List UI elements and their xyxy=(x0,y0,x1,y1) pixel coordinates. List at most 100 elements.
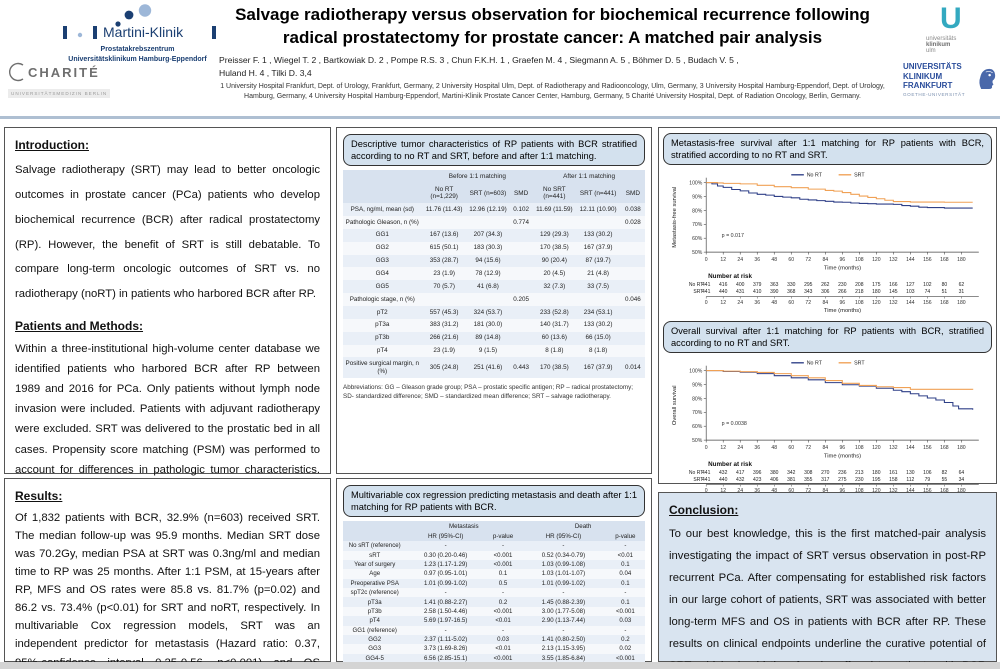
row-label: pT3b xyxy=(375,334,390,342)
table-cell: 2.58 (1.50-4.46) xyxy=(423,607,468,615)
svg-text:108: 108 xyxy=(855,488,864,494)
table-cell: - xyxy=(502,542,505,550)
table-cell: 66 (15.0) xyxy=(585,334,611,342)
svg-text:12: 12 xyxy=(720,300,726,306)
svg-text:158: 158 xyxy=(889,478,898,484)
svg-text:127: 127 xyxy=(906,282,915,288)
table-cell: 615 (50.1) xyxy=(429,244,459,252)
table-cell xyxy=(621,280,645,293)
svg-text:0: 0 xyxy=(705,300,708,306)
svg-text:180: 180 xyxy=(872,289,881,295)
table-cell: 0.1 xyxy=(621,561,630,569)
svg-text:84: 84 xyxy=(822,300,828,306)
table-cell: <0.001 xyxy=(493,654,513,662)
table-cell: <0.001 xyxy=(493,561,513,569)
svg-text:60%: 60% xyxy=(692,424,703,430)
table-row: Year of surgery 1.23 (1.17-1.29) <0.001 1.0… xyxy=(343,559,645,570)
svg-text:96: 96 xyxy=(839,257,845,263)
table-cell: 183 (30.3) xyxy=(473,244,503,252)
svg-text:306: 306 xyxy=(821,289,830,295)
table-row: GG5 70 (5.7) 41 (6.8) 32 (7.3) 33 (7.5) xyxy=(343,280,645,294)
row-label: Age xyxy=(369,570,381,578)
p-value-label: p = 0.0038 xyxy=(722,421,747,427)
km-curve-no-rt xyxy=(706,370,974,411)
table2-group-metastasis: Metastasis xyxy=(406,521,522,532)
number-at-risk-heading: Number at risk xyxy=(708,273,752,280)
table-cell: 94 (15.6) xyxy=(475,257,501,265)
frankfurt-sub: GOETHE-UNIVERSITÄT xyxy=(903,91,966,97)
table-cell: 233 (52.8) xyxy=(540,308,569,316)
svg-text:100%: 100% xyxy=(689,181,703,187)
ulm-line1: universitäts xyxy=(926,36,957,42)
table1-header-row: No RT (n=1,229) SRT (n=603) SMD No SRT (… xyxy=(343,183,645,204)
svg-text:406: 406 xyxy=(770,478,779,484)
svg-text:48: 48 xyxy=(771,488,777,494)
charite-sub: UNIVERSITÄTSMEDIZIN BERLIN xyxy=(8,89,111,98)
table-cell: <0.001 xyxy=(493,551,513,559)
svg-text:432: 432 xyxy=(736,478,745,484)
svg-text:168: 168 xyxy=(940,300,949,306)
table-cell: 0.014 xyxy=(625,363,641,371)
table2-header-row: HR (95%-CI) p-value HR (95%-CI) p-value xyxy=(343,531,645,542)
table-cell: 207 (34.3) xyxy=(473,231,503,239)
svg-text:166: 166 xyxy=(889,282,898,288)
table1-title: Descriptive tumor characteristics of RP … xyxy=(343,134,645,167)
row-label: GG3 xyxy=(375,257,389,265)
svg-text:368: 368 xyxy=(787,289,796,295)
row-label: GG4-5 xyxy=(365,654,384,662)
svg-text:60: 60 xyxy=(788,257,794,263)
svg-text:156: 156 xyxy=(923,488,932,494)
table-cell: <0.001 xyxy=(493,607,513,615)
table-row: pT4 23 (1.9) 9 (1.5) 8 (1.8) 8 (1.8) xyxy=(343,344,645,358)
table1-footnote: Abbreviations: GG – Gleason grade group;… xyxy=(343,384,634,401)
svg-text:275: 275 xyxy=(838,478,847,484)
svg-text:132: 132 xyxy=(889,257,898,263)
svg-text:381: 381 xyxy=(787,478,796,484)
table-cell xyxy=(576,216,621,229)
svg-text:266: 266 xyxy=(838,289,847,295)
martini-sub1: Prostatakrebszentrum xyxy=(100,46,175,53)
table-row: GG3 353 (28.7) 94 (15.6) 90 (20.4) 87 (19.7) xyxy=(343,254,645,268)
table-cell: 353 (28.7) xyxy=(429,257,459,265)
table-cell xyxy=(467,293,509,306)
table-cell: 2.90 (1.13-7.44) xyxy=(541,617,586,625)
table-cell xyxy=(467,216,509,229)
table-cell: 23 (1.9) xyxy=(433,347,456,355)
row-label: pT2 xyxy=(376,308,388,316)
table2-box: Multivariable cox regression predicting … xyxy=(336,478,652,669)
martini-sub2: Universitätsklinikum Hamburg-Eppendorf xyxy=(68,55,207,63)
table-cell xyxy=(509,255,533,268)
row-label: pT4 xyxy=(376,347,388,355)
table-cell: 12.11 (10.90) xyxy=(579,205,617,213)
table-cell xyxy=(576,293,621,306)
table-cell xyxy=(509,345,533,358)
svg-text:80%: 80% xyxy=(692,397,703,403)
cox-regression-table: Metastasis Death HR (95%-CI) p-value HR … xyxy=(343,521,645,669)
table-cell: 1.01 (0.99-1.02) xyxy=(541,579,586,587)
table2-group-header-row: Metastasis Death xyxy=(343,521,645,532)
ulm-u-icon: U xyxy=(940,2,962,35)
svg-text:36: 36 xyxy=(754,445,760,451)
table-cell: 11.76 (11.43) xyxy=(425,205,463,213)
km-mfs-title: Metastasis-free survival after 1:1 match… xyxy=(663,133,992,166)
table-row: spT2c (reference) - - - - xyxy=(343,588,645,598)
ulm-line3: ulm xyxy=(926,48,936,54)
svg-text:48: 48 xyxy=(771,257,777,263)
svg-text:96: 96 xyxy=(839,488,845,494)
svg-text:213: 213 xyxy=(855,470,864,476)
table-cell: 3.73 (1.69-8.26) xyxy=(423,645,468,653)
table1-col-no-rt: No RT (n=1,229) xyxy=(421,183,467,204)
table-cell: 12.96 (12.19) xyxy=(469,205,507,213)
table-cell: 0.443 xyxy=(513,363,530,371)
table-cell: 1.03 (0.99-1.08) xyxy=(541,561,586,569)
svg-text:55: 55 xyxy=(942,478,948,484)
y-axis-label: Metastasis-free survival xyxy=(672,187,678,248)
table-cell: <0.001 xyxy=(615,654,635,662)
row-label: pT4 xyxy=(369,617,380,625)
number-at-risk-heading: Number at risk xyxy=(708,462,752,469)
affiliations: 1 University Hospital Frankfurt, Dept. o… xyxy=(220,82,885,100)
table-row: GG3 3.73 (1.69-8.26) <0.01 2.13 (1.15-3.95)… xyxy=(343,644,645,654)
table-cell xyxy=(533,216,575,229)
svg-text:230: 230 xyxy=(855,478,864,484)
table-cell xyxy=(509,242,533,255)
